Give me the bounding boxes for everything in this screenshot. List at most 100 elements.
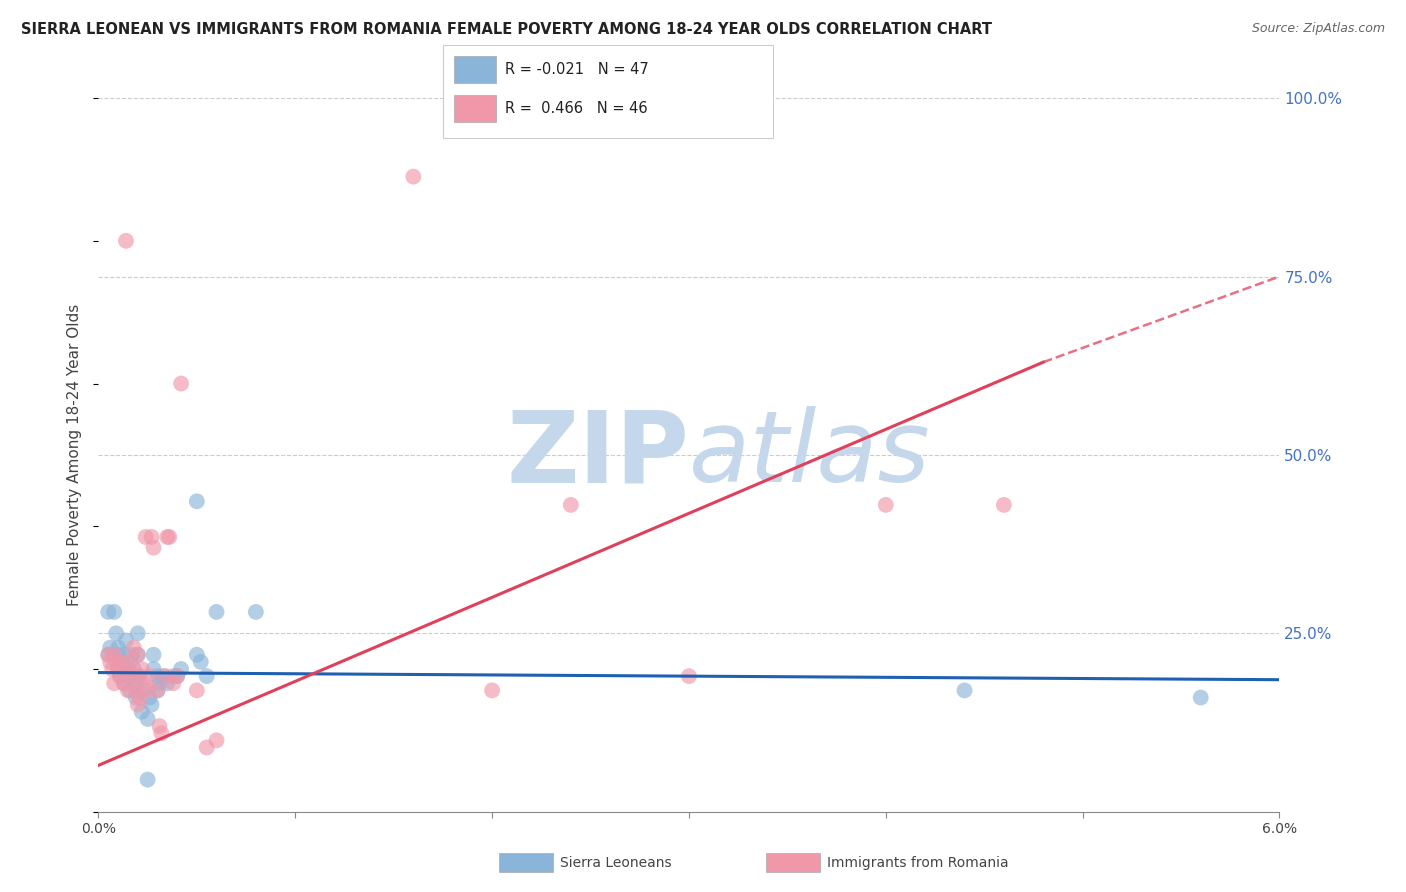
Point: [128, 690, 150, 705]
Point: [125, 676, 148, 690]
Point: [875, 498, 897, 512]
Point: [107, 640, 129, 655]
Point: [150, 726, 173, 740]
Text: atlas: atlas: [689, 407, 931, 503]
Point: [112, 648, 135, 662]
Point: [678, 669, 700, 683]
Text: SIERRA LEONEAN VS IMMIGRANTS FROM ROMANIA FEMALE POVERTY AMONG 18-24 YEAR OLDS C: SIERRA LEONEAN VS IMMIGRANTS FROM ROMANI…: [21, 22, 993, 37]
Point: [107, 662, 129, 676]
Point: [170, 376, 193, 391]
Point: [190, 655, 212, 669]
Point: [117, 683, 139, 698]
Point: [205, 605, 228, 619]
Point: [170, 662, 193, 676]
Point: [111, 655, 134, 669]
Point: [560, 498, 582, 512]
Text: Sierra Leoneans: Sierra Leoneans: [560, 855, 671, 870]
Point: [205, 733, 228, 747]
Point: [127, 698, 149, 712]
Point: [111, 655, 134, 669]
Point: [142, 541, 165, 555]
Point: [105, 655, 128, 669]
Point: [245, 605, 267, 619]
Point: [103, 648, 125, 662]
Point: [195, 740, 218, 755]
Point: [186, 648, 208, 662]
Point: [122, 640, 145, 655]
Point: [146, 683, 169, 698]
Point: [162, 676, 184, 690]
Point: [108, 669, 131, 683]
Point: [148, 676, 170, 690]
Point: [121, 648, 143, 662]
Point: [98, 655, 121, 669]
Point: [131, 705, 153, 719]
Point: [132, 683, 155, 698]
Point: [98, 640, 121, 655]
Point: [97, 605, 120, 619]
Point: [127, 669, 149, 683]
Point: [117, 662, 139, 676]
Point: [103, 605, 125, 619]
Point: [155, 669, 177, 683]
Point: [481, 683, 503, 698]
Point: [122, 662, 145, 676]
Point: [136, 683, 159, 698]
Point: [195, 669, 218, 683]
Point: [105, 626, 128, 640]
Point: [157, 530, 180, 544]
Point: [166, 669, 188, 683]
Point: [156, 676, 179, 690]
Point: [97, 648, 120, 662]
Point: [136, 712, 159, 726]
Point: [117, 669, 139, 683]
Point: [118, 655, 141, 669]
Point: [97, 648, 120, 662]
Point: [127, 626, 149, 640]
Text: Source: ZipAtlas.com: Source: ZipAtlas.com: [1251, 22, 1385, 36]
Point: [141, 698, 163, 712]
Point: [152, 669, 174, 683]
Point: [148, 719, 170, 733]
Point: [142, 662, 165, 676]
Point: [112, 676, 135, 690]
Point: [115, 633, 138, 648]
Point: [127, 648, 149, 662]
Text: R = -0.021   N = 47: R = -0.021 N = 47: [505, 62, 648, 77]
Point: [146, 683, 169, 698]
Point: [136, 772, 159, 787]
Point: [101, 662, 124, 676]
Point: [107, 648, 129, 662]
Point: [166, 669, 188, 683]
Point: [115, 234, 138, 248]
Point: [138, 690, 160, 705]
Point: [107, 662, 129, 676]
Point: [402, 169, 425, 184]
Point: [993, 498, 1015, 512]
Point: [135, 530, 157, 544]
Point: [953, 683, 976, 698]
Point: [103, 676, 125, 690]
Point: [128, 669, 150, 683]
Point: [146, 669, 169, 683]
Point: [117, 662, 139, 676]
Point: [125, 690, 148, 705]
Y-axis label: Female Poverty Among 18-24 Year Olds: Female Poverty Among 18-24 Year Olds: [67, 304, 83, 606]
Text: Immigrants from Romania: Immigrants from Romania: [827, 855, 1008, 870]
Point: [138, 669, 160, 683]
Point: [186, 494, 208, 508]
Point: [132, 676, 155, 690]
Point: [141, 530, 163, 544]
Point: [156, 530, 179, 544]
Point: [162, 669, 184, 683]
Point: [1189, 690, 1212, 705]
Point: [127, 648, 149, 662]
Point: [118, 683, 141, 698]
Point: [142, 648, 165, 662]
Point: [108, 669, 131, 683]
Point: [121, 669, 143, 683]
Point: [131, 662, 153, 676]
Point: [125, 683, 148, 698]
Point: [112, 676, 135, 690]
Text: ZIP: ZIP: [506, 407, 689, 503]
